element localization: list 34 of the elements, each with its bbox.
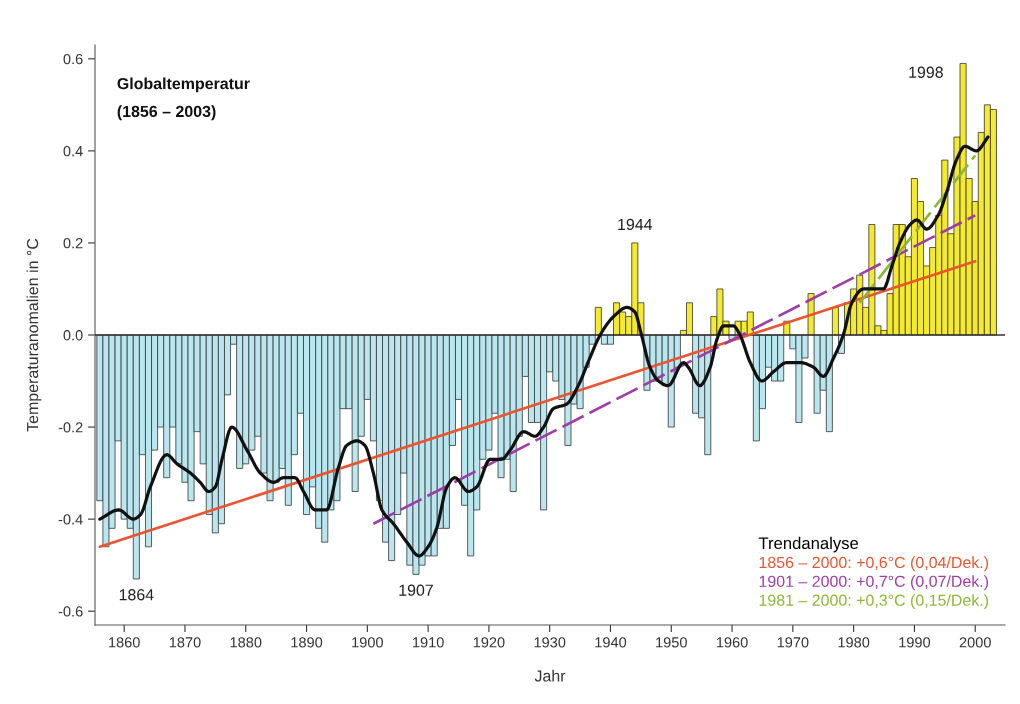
annotation: 1998 [909,66,943,78]
text: 1981 – 2000: +0,3°C (0,15/Dek.) [759,594,989,610]
annotation: 1944 [618,218,653,231]
x-tick-label: 2000 [959,637,991,648]
x-axis-title: Jahr [534,669,566,682]
x-tick-label: 1930 [534,637,566,648]
y-tick-label: -0.4 [58,514,83,525]
text: 1856 – 2000: +0,6°C (0,04/Dek.) [759,556,989,572]
x-tick-label: 1920 [473,637,505,648]
x-tick-label: 1970 [777,637,809,648]
y-tick-label: -0.6 [58,606,83,617]
y-tick-label: 0.4 [63,145,83,157]
annotation: 1864 [119,589,154,601]
x-tick-label: 1950 [656,637,687,648]
x-tick-label: 1940 [595,637,627,648]
x-tick-label: 1880 [230,637,262,648]
x-tick-label: 1900 [352,637,383,648]
x-tick-label: 1960 [716,637,748,648]
y-tick-label: 0.6 [63,53,83,65]
x-tick-label: 1870 [169,637,201,648]
x-tick-label: 1980 [838,637,870,648]
y-tick-label: 0.2 [63,238,83,249]
y-axis-title: Temperaturanomalien in °C [26,238,42,432]
text: Globaltemperatur [117,77,250,93]
y-tick-label: -0.2 [58,422,83,433]
x-tick-label: 1860 [109,637,140,648]
legend-title: Trendanalyse [758,536,859,553]
text: 1901 – 2000: +0,7°C (0,07/Dek.) [759,575,989,591]
y-tick-label: 0.0 [63,330,83,341]
x-tick-label: 1990 [899,637,931,648]
x-tick-label: 1890 [291,637,323,648]
x-tick-label: 1910 [413,637,444,648]
annotation: 1907 [399,584,433,596]
text: (1856 – 2003) [117,105,216,121]
